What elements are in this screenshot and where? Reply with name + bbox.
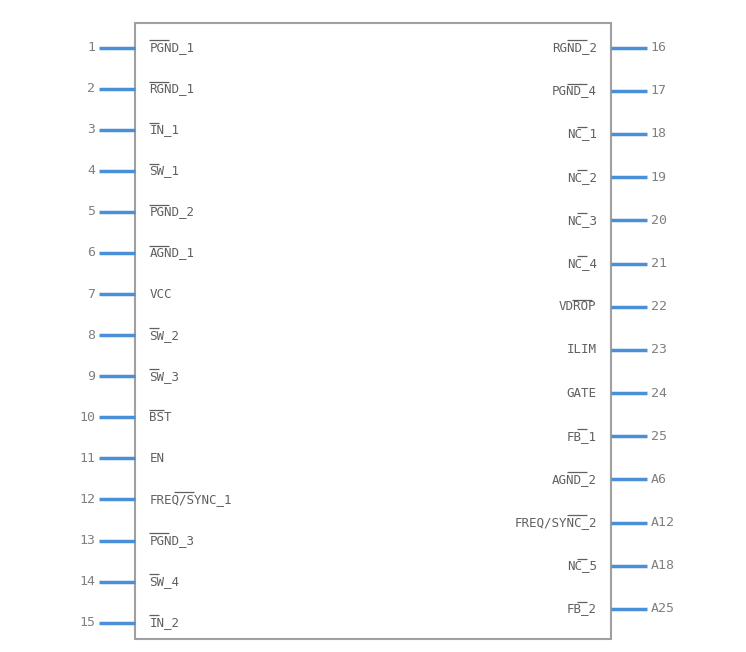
Text: IN_2: IN_2 (149, 616, 179, 629)
Text: NC_3: NC_3 (567, 214, 597, 227)
Text: 11: 11 (79, 452, 95, 465)
Text: 24: 24 (651, 387, 667, 400)
Text: SW_2: SW_2 (149, 329, 179, 342)
Text: 18: 18 (651, 127, 667, 140)
Text: ILIM: ILIM (567, 344, 597, 357)
Text: A12: A12 (651, 516, 674, 529)
Text: GATE: GATE (567, 387, 597, 400)
Text: SW_3: SW_3 (149, 370, 179, 383)
Text: 9: 9 (87, 370, 95, 383)
Text: 15: 15 (79, 616, 95, 629)
Text: 7: 7 (87, 288, 95, 301)
Text: PGND_4: PGND_4 (551, 84, 597, 97)
Text: AGND_2: AGND_2 (551, 473, 597, 486)
Text: FB_1: FB_1 (567, 430, 597, 443)
Text: RGND_1: RGND_1 (149, 82, 195, 95)
Text: 2: 2 (87, 82, 95, 95)
Text: PGND_3: PGND_3 (149, 534, 195, 547)
Text: PGND_1: PGND_1 (149, 41, 195, 54)
Text: AGND_1: AGND_1 (149, 246, 195, 259)
Text: 3: 3 (87, 123, 95, 136)
Bar (135, 23, 611, 639)
Text: SW_4: SW_4 (149, 575, 179, 588)
Text: FREQ/SYNC_1: FREQ/SYNC_1 (149, 493, 232, 506)
Text: EN: EN (149, 452, 164, 465)
Text: A6: A6 (651, 473, 667, 486)
Text: 8: 8 (87, 329, 95, 342)
Text: 21: 21 (651, 257, 667, 270)
Text: 14: 14 (79, 575, 95, 588)
Text: IN_1: IN_1 (149, 123, 179, 136)
Text: 6: 6 (87, 246, 95, 259)
Text: 16: 16 (651, 41, 667, 54)
Text: VDROP: VDROP (560, 300, 597, 313)
Text: 22: 22 (651, 300, 667, 313)
Text: NC_4: NC_4 (567, 257, 597, 270)
Text: 25: 25 (651, 430, 667, 443)
Text: 4: 4 (87, 164, 95, 177)
Text: 20: 20 (651, 214, 667, 227)
Text: 1: 1 (87, 41, 95, 54)
Text: 19: 19 (651, 171, 667, 184)
Text: PGND_2: PGND_2 (149, 205, 195, 218)
Text: RGND_2: RGND_2 (551, 41, 597, 54)
Text: 23: 23 (651, 344, 667, 357)
Text: 17: 17 (651, 84, 667, 97)
Text: FREQ/SYNC_2: FREQ/SYNC_2 (514, 516, 597, 529)
Text: A18: A18 (651, 559, 674, 572)
Text: A25: A25 (651, 602, 674, 615)
Text: 10: 10 (79, 411, 95, 424)
Text: NC_2: NC_2 (567, 171, 597, 184)
Text: NC_1: NC_1 (567, 127, 597, 140)
Text: NC_5: NC_5 (567, 559, 597, 572)
Text: 12: 12 (79, 493, 95, 506)
Text: 5: 5 (87, 205, 95, 218)
Text: FB_2: FB_2 (567, 602, 597, 615)
Text: VCC: VCC (149, 288, 172, 301)
Text: BST: BST (149, 411, 172, 424)
Text: SW_1: SW_1 (149, 164, 179, 177)
Text: 13: 13 (79, 534, 95, 547)
